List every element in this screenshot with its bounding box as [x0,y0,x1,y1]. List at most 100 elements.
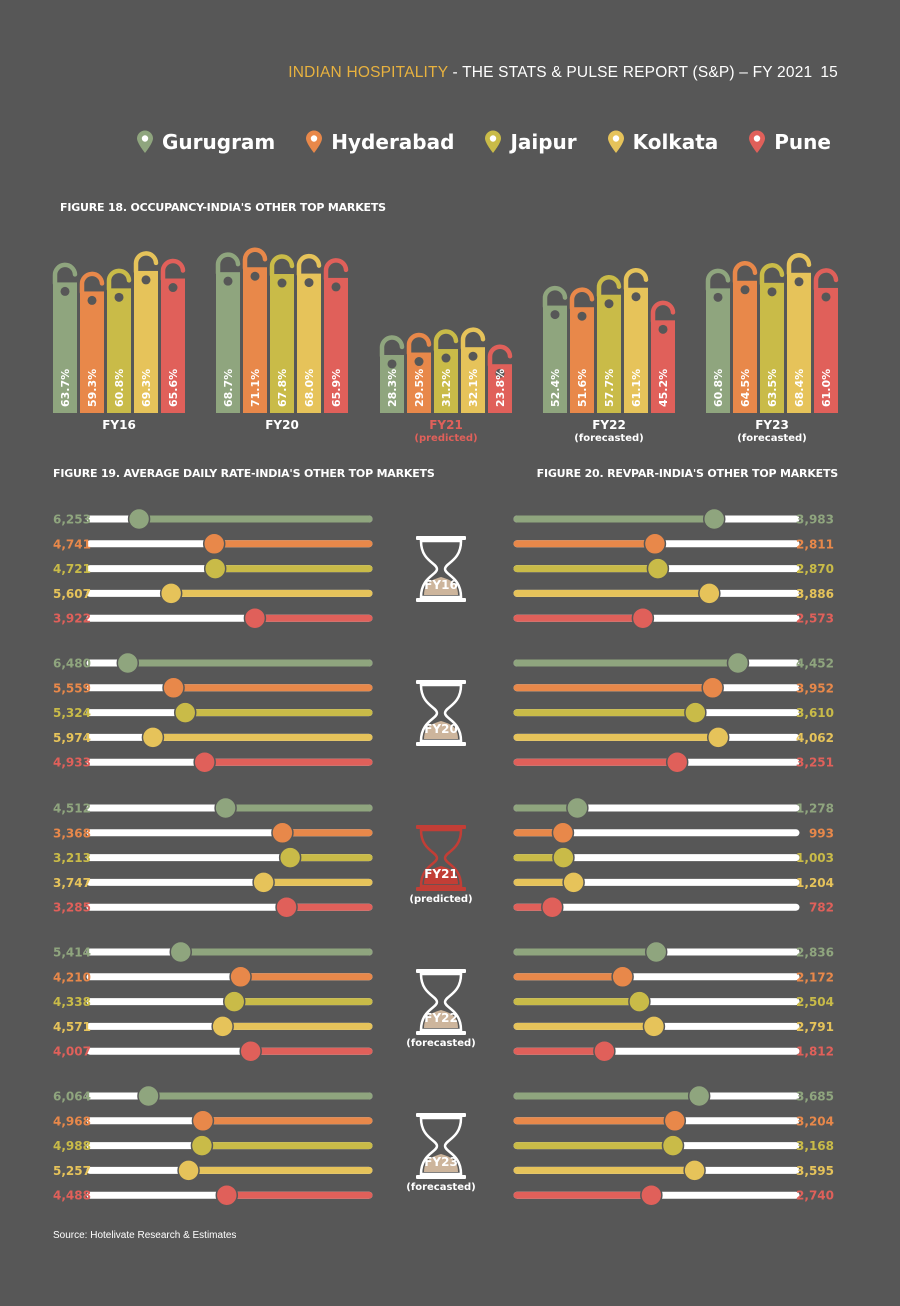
revpar-slider-knob [644,940,668,964]
revpar-value-label: 2,791 [796,1020,834,1034]
occupancy-bar [296,253,322,413]
adr-value-label: 5,607 [53,587,91,601]
legend-item-gurugram: Gurugram [136,130,275,154]
adr-slider-knob [229,965,252,989]
legend-label: Kolkata [632,130,719,154]
occupancy-value-label: 63.7% [59,369,72,407]
occupancy-value-label: 45.2% [657,369,670,407]
map-pin-icon [485,130,502,153]
revpar-value-label: 2,811 [796,537,834,551]
adr-value-label: 5,974 [53,731,91,745]
revpar-value-label: 3,610 [796,706,834,720]
occupancy-value-label: 64.5% [739,369,752,407]
occupancy-bar [623,268,649,413]
adr-slider-knob [211,1015,234,1038]
adr-value-label: 4,571 [53,1020,91,1034]
occupancy-value-label: 68.4% [793,369,806,407]
hourglass-note: (predicted) [409,894,472,905]
adr-slider-knob [116,651,140,675]
adr-value-label: 3,922 [53,612,91,626]
revpar-value-label: 3,685 [796,1090,834,1104]
revpar-slider-knob [646,557,670,580]
adr-value-label: 6,253 [53,513,91,527]
adr-value-label: 5,257 [53,1164,91,1178]
occupancy-bar [106,268,132,413]
occupancy-bar [215,252,241,413]
occupancy-bar [569,287,595,413]
occupancy-bar [52,262,78,413]
adr-slider-knob [169,940,193,964]
revpar-slider-knob [642,1015,666,1038]
occupancy-bar [813,268,839,413]
adr-value-label: 4,007 [53,1045,91,1059]
legend-item-jaipur: Jaipur [484,130,577,154]
hourglass-icon [416,825,466,891]
occupancy-value-label: 57.7% [603,369,616,407]
adr-value-label: 3,213 [53,851,91,865]
revpar-value-label: 2,740 [796,1189,834,1203]
legend-item-kolkata: Kolkata [607,130,719,154]
occupancy-value-label: 63.5% [766,369,779,407]
adr-slider-knob [159,582,183,605]
adr-value-label: 4,988 [53,1139,91,1153]
adr-slider-knob [137,1084,160,1108]
adr-value-label: 5,559 [53,681,91,695]
revpar-slider-knob [701,676,724,700]
revpar-value-label: 1,204 [796,876,834,890]
occupancy-value-label: 69.3% [140,369,153,407]
revpar-value-label: 993 [809,826,834,840]
revpar-slider-knob [541,895,564,919]
adr-value-label: 3,368 [53,826,91,840]
revpar-slider-knob [562,871,585,894]
occupancy-bar [705,268,731,413]
adr-value-label: 4,741 [53,537,91,551]
occupancy-bar [433,329,459,413]
revpar-slider-knob [640,1183,663,1207]
occupancy-bar [323,258,349,413]
page-header: INDIAN HOSPITALITY - THE STATS & PULSE R… [288,64,838,82]
occupancy-category-note: (forecasted) [574,433,643,444]
revpar-slider-knob [628,990,651,1013]
adr-slider-knob [271,821,294,845]
revpar-slider-knob [593,1039,616,1063]
hourglass-label: FY16 [424,578,458,592]
hourglass-label: FY21 [424,867,458,881]
city-legend: Gurugram Hyderabad Jaipur Kolkata Pune [136,130,831,154]
occupancy-value-label: 65.9% [330,369,343,407]
revpar-value-label: 1,003 [796,851,834,865]
adr-value-label: 5,414 [53,946,91,960]
occupancy-value-label: 29.5% [413,369,426,407]
revpar-slider-knob [702,507,726,531]
revpar-slider-knob [552,846,575,869]
adr-slider-knob [222,990,246,1013]
revpar-value-label: 3,595 [796,1164,834,1178]
adr-slider-knob [193,750,216,774]
adr-slider-knob [278,846,302,869]
revpar-value-label: 2,870 [796,562,834,576]
occupancy-bar [596,274,622,413]
adr-slider-knob [162,676,185,700]
hourglass-icon [416,680,466,746]
occupancy-bar [133,251,159,413]
adr-slider-knob [127,507,151,531]
revpar-value-label: 1,812 [796,1045,834,1059]
occupancy-bar [650,300,676,413]
occupancy-value-label: 59.3% [86,369,99,407]
revpar-value-label: 2,172 [796,970,834,984]
occupancy-bar [160,258,186,413]
adr-value-label: 6,064 [53,1090,91,1104]
occupancy-bar [379,335,405,413]
revpar-slider-knob [698,582,721,605]
hourglass-label: FY23 [424,1155,458,1169]
adr-slider-knob [202,532,226,556]
revpar-slider-knob [706,726,730,749]
revpar-slider-knob [631,606,655,630]
adr-value-label: 4,210 [53,970,91,984]
occupancy-value-label: 23.8% [494,369,507,407]
adr-slider-knob [243,606,267,630]
occupancy-bar [542,285,568,413]
revpar-value-label: 3,204 [796,1114,834,1128]
occupancy-category-label: FY20 [265,418,299,432]
adr-slider-knob [141,726,165,749]
